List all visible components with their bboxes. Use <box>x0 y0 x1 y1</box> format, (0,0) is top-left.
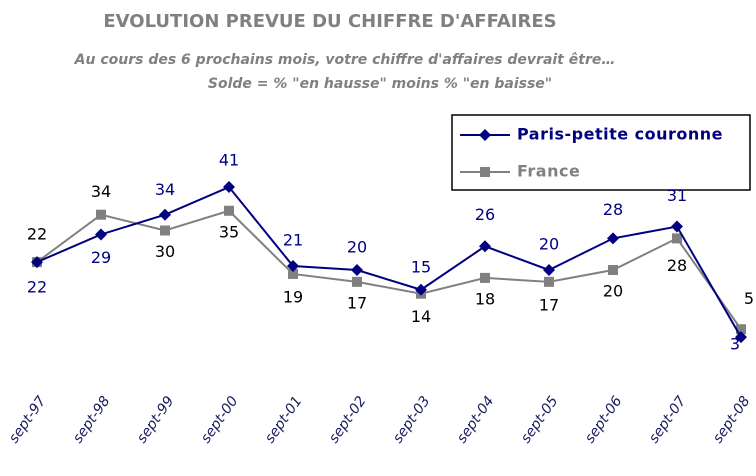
data-label: 19 <box>283 287 303 306</box>
chart-title: EVOLUTION PREVUE DU CHIFFRE D'AFFAIRES <box>103 11 556 32</box>
data-label: 14 <box>411 307 431 326</box>
marker <box>544 276 554 287</box>
legend-box <box>451 114 751 191</box>
marker <box>287 260 299 273</box>
marker <box>352 276 362 287</box>
data-label: 17 <box>539 295 559 314</box>
x-tick-label: sept-99 <box>134 393 178 446</box>
data-label: 31 <box>667 186 687 205</box>
data-label: 22 <box>27 278 47 297</box>
marker <box>608 265 618 275</box>
x-tick-label: sept-97 <box>6 393 50 446</box>
data-label: 34 <box>155 180 175 199</box>
marker <box>736 324 746 335</box>
x-tick-label: sept-03 <box>390 393 434 446</box>
x-tick-label: sept-07 <box>646 393 690 446</box>
data-label: 30 <box>155 242 175 261</box>
marker <box>31 256 43 269</box>
marker <box>351 264 363 276</box>
marker <box>543 264 555 276</box>
marker <box>607 232 619 245</box>
marker <box>671 220 683 233</box>
subtitle: Solde = % "en hausse" moins % "en baisse… <box>208 76 552 92</box>
marker <box>288 268 298 279</box>
data-label: 18 <box>475 289 495 308</box>
data-label: 34 <box>91 182 111 201</box>
marker <box>95 228 107 241</box>
series-line <box>36 209 742 330</box>
data-label: 21 <box>283 231 303 250</box>
legend-label: Paris-petite couronne <box>517 125 723 144</box>
marker <box>479 129 491 141</box>
data-label: 15 <box>411 257 431 276</box>
x-tick-label: sept-06 <box>582 393 626 446</box>
x-tick-label: sept-00 <box>198 393 242 446</box>
data-label: 3 <box>730 335 740 354</box>
x-tick-label: sept-01 <box>262 393 306 446</box>
data-label: 20 <box>539 235 559 254</box>
marker <box>96 209 106 220</box>
subtitle: Au cours des 6 prochains mois, votre chi… <box>74 52 616 68</box>
marker <box>735 331 747 344</box>
x-tick-label: sept-04 <box>454 393 498 446</box>
data-label: 17 <box>347 293 367 312</box>
marker <box>672 233 682 244</box>
data-label: 28 <box>603 200 623 219</box>
data-label: 5 <box>744 289 754 308</box>
x-tick-label: sept-02 <box>326 393 370 446</box>
marker <box>480 167 490 177</box>
x-tick-label: sept-05 <box>518 393 562 446</box>
data-label: 20 <box>603 282 623 301</box>
marker <box>479 240 491 253</box>
data-label: 29 <box>91 248 111 267</box>
data-label: 20 <box>347 238 367 257</box>
data-label: 41 <box>219 151 239 170</box>
x-tick-label: sept-98 <box>70 393 114 446</box>
data-label: 28 <box>667 256 687 275</box>
data-label: 26 <box>475 205 495 224</box>
data-label: 22 <box>27 225 47 244</box>
legend-label: France <box>517 162 580 181</box>
marker <box>159 208 171 221</box>
marker <box>160 225 170 236</box>
marker <box>415 283 427 296</box>
x-tick-label: sept-08 <box>710 393 754 446</box>
marker <box>480 272 490 283</box>
series-line <box>36 185 742 338</box>
marker <box>224 205 234 216</box>
data-label: 35 <box>219 222 239 241</box>
marker <box>223 181 235 194</box>
